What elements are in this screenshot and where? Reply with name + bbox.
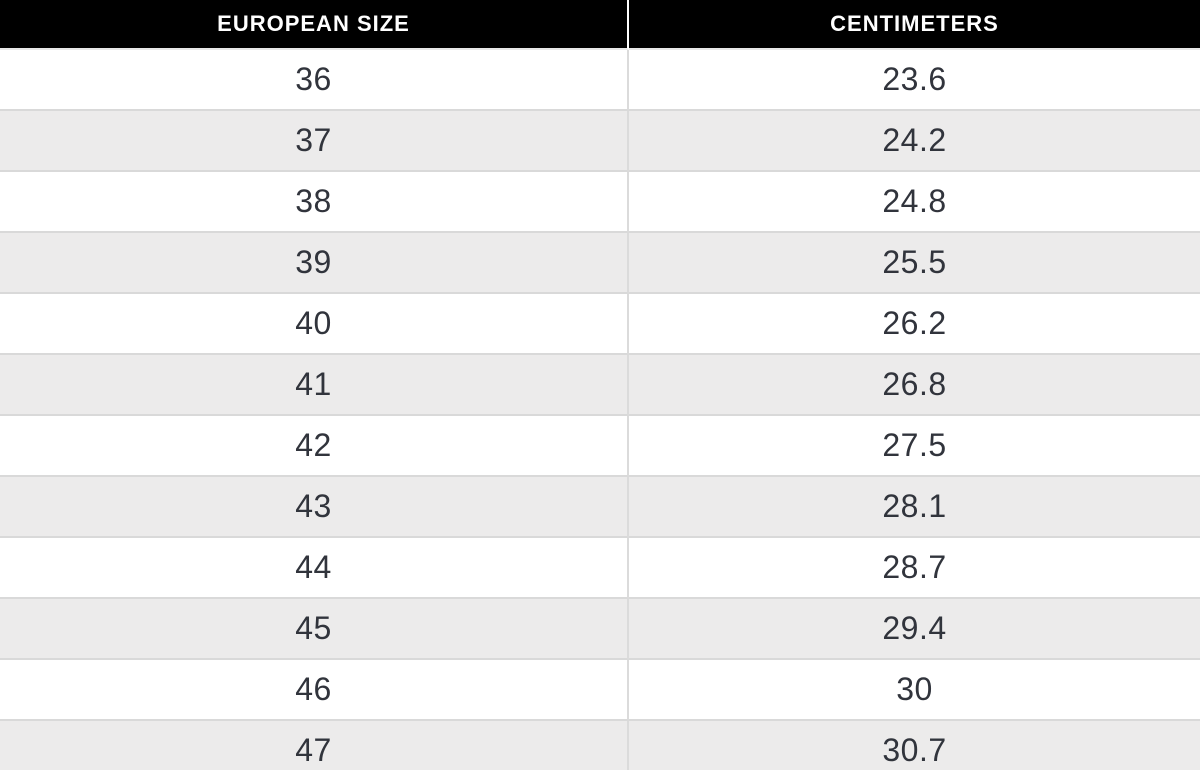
table-row: 43 28.1 — [0, 477, 1200, 538]
centimeters-cell: 24.8 — [629, 172, 1200, 233]
european-size-cell: 45 — [0, 599, 629, 660]
centimeters-cell: 27.5 — [629, 416, 1200, 477]
european-size-cell: 46 — [0, 660, 629, 721]
european-size-cell: 41 — [0, 355, 629, 416]
header-row: EUROPEAN SIZE CENTIMETERS — [0, 0, 1200, 50]
centimeters-cell: 28.1 — [629, 477, 1200, 538]
european-size-cell: 47 — [0, 721, 629, 770]
european-size-cell: 37 — [0, 111, 629, 172]
table-row: 47 30.7 — [0, 721, 1200, 770]
table-body: 36 23.6 37 24.2 38 24.8 39 25.5 40 26.2 41 26.8 42 27… — [0, 50, 1200, 770]
european-size-cell: 43 — [0, 477, 629, 538]
table-row: 37 24.2 — [0, 111, 1200, 172]
table-row: 41 26.8 — [0, 355, 1200, 416]
table-row: 44 28.7 — [0, 538, 1200, 599]
european-size-cell: 42 — [0, 416, 629, 477]
centimeters-cell: 29.4 — [629, 599, 1200, 660]
european-size-cell: 39 — [0, 233, 629, 294]
european-size-cell: 38 — [0, 172, 629, 233]
table-row: 36 23.6 — [0, 50, 1200, 111]
col-header-european-size: EUROPEAN SIZE — [0, 0, 629, 50]
centimeters-cell: 25.5 — [629, 233, 1200, 294]
european-size-cell: 36 — [0, 50, 629, 111]
european-size-cell: 44 — [0, 538, 629, 599]
table-row: 45 29.4 — [0, 599, 1200, 660]
table-row: 46 30 — [0, 660, 1200, 721]
centimeters-cell: 30.7 — [629, 721, 1200, 770]
table-row: 42 27.5 — [0, 416, 1200, 477]
table-row: 38 24.8 — [0, 172, 1200, 233]
centimeters-cell: 30 — [629, 660, 1200, 721]
centimeters-cell: 28.7 — [629, 538, 1200, 599]
centimeters-cell: 24.2 — [629, 111, 1200, 172]
col-header-centimeters: CENTIMETERS — [629, 0, 1200, 50]
centimeters-cell: 26.8 — [629, 355, 1200, 416]
table-row: 39 25.5 — [0, 233, 1200, 294]
centimeters-cell: 23.6 — [629, 50, 1200, 111]
european-size-cell: 40 — [0, 294, 629, 355]
centimeters-cell: 26.2 — [629, 294, 1200, 355]
table-row: 40 26.2 — [0, 294, 1200, 355]
